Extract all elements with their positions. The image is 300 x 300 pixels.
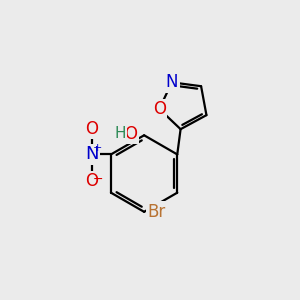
Text: N: N [166, 74, 178, 92]
Text: O: O [85, 119, 98, 137]
Text: O: O [153, 100, 166, 118]
Text: O: O [124, 125, 137, 143]
Text: −: − [93, 172, 104, 186]
Text: Br: Br [147, 203, 166, 221]
Text: N: N [85, 146, 99, 164]
Text: O: O [85, 172, 98, 190]
Text: +: + [92, 143, 102, 153]
Text: H: H [114, 126, 126, 141]
